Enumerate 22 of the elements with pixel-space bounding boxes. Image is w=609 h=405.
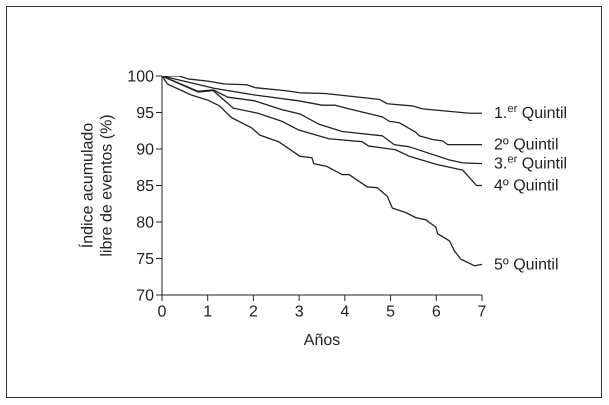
y-tick-label: 95 [136,105,154,122]
y-tick-label: 100 [127,68,154,86]
y-tick-label: 80 [136,214,154,232]
y-tick-label: 75 [136,251,154,268]
x-tick-label: 6 [432,303,441,320]
series-label: 2º Quintil [494,136,559,154]
series-label: 1.$^{er}$ Quintil [494,103,568,122]
series-label: 5º Quintil [494,256,559,274]
series-label: 4º Quintil [494,178,559,194]
y-tick-label: 90 [136,142,154,159]
x-tick-label: 7 [478,303,487,320]
x-tick-label: 3 [294,303,304,320]
x-axis-title: Años [304,332,340,349]
x-tick-label: 2 [248,303,258,320]
x-tick-label: 0 [158,303,167,320]
y-tick-label: 70 [136,288,154,305]
x-tick-label: 4 [340,303,350,320]
y-axis-title: Índice acumulado libre de eventos (%) [78,114,116,257]
x-tick-label: 1 [203,303,212,320]
series-label: 3.$^{er}$ Quintil [494,154,568,173]
x-tick-label: 5 [386,303,396,320]
y-tick-label: 85 [136,178,154,196]
